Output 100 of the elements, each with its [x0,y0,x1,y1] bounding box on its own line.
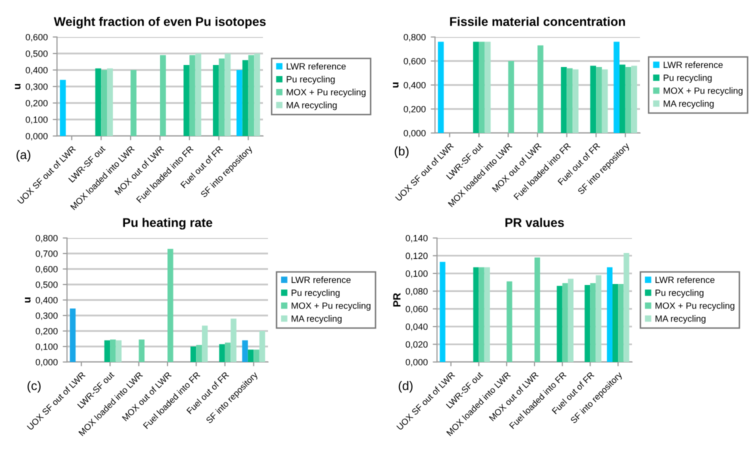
bar [236,70,242,136]
bar [196,344,202,362]
bar [560,67,567,133]
legend-label: MA recycling [292,315,342,324]
bar [562,283,568,362]
bar [614,42,620,133]
legend-label: Pu recycling [286,76,335,84]
bar [101,70,108,136]
y-tick-label: 0,700 [36,250,58,258]
y-tick-label: 0,600 [36,266,58,274]
bar [130,70,136,136]
y-axis-title: PR [393,292,400,307]
y-tick-label: 0,080 [406,288,428,296]
y-tick-label: 0,120 [406,252,428,260]
bar [248,55,254,136]
y-tick-label: 0,800 [404,34,426,42]
bar [254,350,260,362]
bar [184,65,190,136]
chart-title: Pu heating rate [123,218,212,230]
bar [606,267,612,362]
bar [556,286,562,362]
legend-label: Pu recycling [656,289,704,298]
y-tick-label: 0,200 [404,106,426,114]
y-tick-label: 0,100 [36,343,58,351]
bar [189,55,196,136]
y-tick-label: 0,100 [406,270,428,278]
legend-label: Pu recycling [664,74,712,83]
y-tick-label: 0,300 [36,312,58,320]
bar [572,69,578,133]
bar [612,284,618,362]
bar [95,68,102,136]
legend-label: MA recycling [656,315,706,324]
bar [624,253,630,362]
chart-title: PR values [505,218,564,228]
bar [107,68,113,136]
bar [620,64,626,133]
text: (a) [16,150,30,162]
bar [202,326,208,362]
y-tick-label: 0,020 [406,341,428,349]
bar [218,58,225,136]
bar [618,284,624,362]
y-axis-title: u [24,298,31,303]
bar [438,42,444,133]
bar [584,284,590,362]
y-tick-label: 0,100 [26,116,48,124]
bar [60,80,66,136]
y-tick-label: 0,000 [36,358,58,366]
legend-label: LWR reference [656,276,714,284]
legend-label: LWR reference [286,62,346,70]
bar [602,69,608,133]
bar [473,42,479,133]
y-tick-label: 0,000 [406,358,428,366]
legend-label: MOX + Pu recycling [656,302,734,311]
bar [534,257,540,362]
bar [478,42,485,133]
bar [538,45,544,133]
y-tick-label: 0,040 [406,324,428,331]
bar [219,344,225,362]
bar [110,340,116,362]
bar [190,346,196,362]
y-tick-label: 0,400 [36,296,58,304]
y-axis-title: u [392,82,399,88]
legend-label: LWR reference [292,276,351,284]
bar [590,283,596,362]
bar [224,54,231,136]
bar [195,54,202,136]
bar [259,331,266,362]
bar [568,278,574,362]
bar [484,42,491,133]
bar [590,66,596,133]
bar [566,68,573,133]
bar [508,61,514,133]
text: (d) [398,380,412,393]
y-tick-label: 0,140 [406,234,428,242]
y-tick-label: 0,500 [26,50,48,58]
y-tick-label: 0,060 [406,306,428,314]
y-tick-label: 0,200 [26,100,48,108]
bar [625,67,632,133]
legend-label: MOX + Pu recycling [664,87,742,96]
legend-label: LWR reference [664,61,723,68]
y-tick-label: 0,200 [36,328,58,336]
y-axis-title: u [14,84,21,90]
y-tick-label: 0,000 [26,132,48,140]
bar [596,275,602,362]
bar [70,308,76,362]
text: (b) [394,146,408,158]
bar [212,65,219,136]
bar [484,267,490,362]
bar [631,66,638,133]
legend-label: MA recycling [664,100,714,109]
bar [168,248,174,362]
chart-title: Fissile material concentration [450,16,625,26]
bar [242,340,248,362]
bar [230,318,236,362]
y-tick-label: 0,000 [404,130,426,138]
bar [506,281,512,362]
bar [596,67,602,133]
y-tick-label: 0,400 [404,82,426,90]
bar [104,340,110,362]
text: (c) [28,380,41,393]
